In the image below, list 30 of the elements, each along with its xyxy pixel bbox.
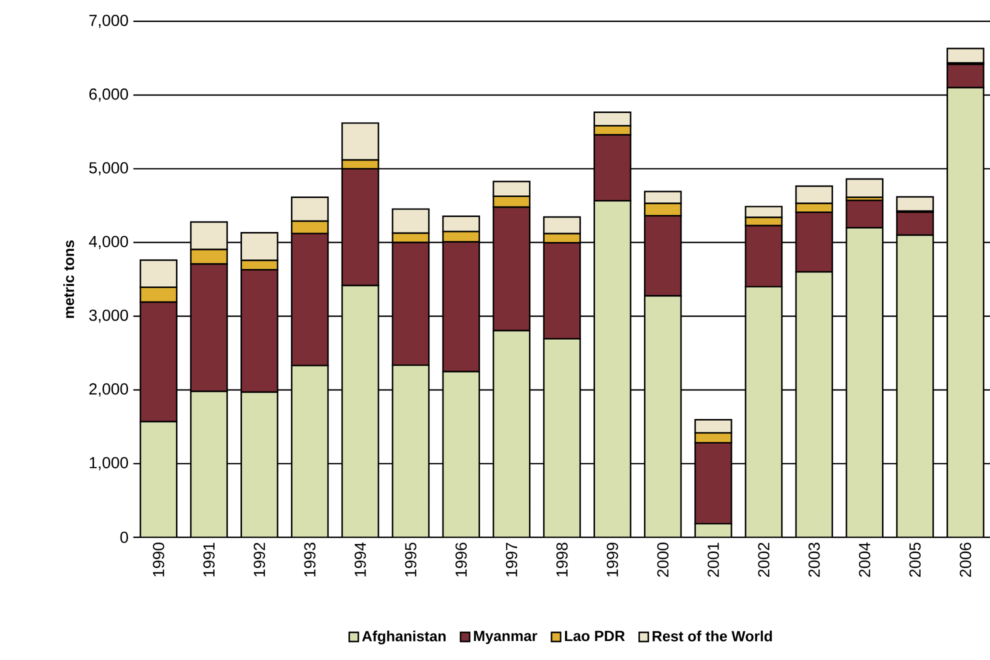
x-tick-label: 1990 (152, 542, 164, 576)
legend-label: Myanmar (474, 630, 538, 644)
x-tick-label: 2001 (708, 542, 719, 577)
y-tick-label: 4,000 (88, 236, 128, 250)
x-tick-label: 1998 (556, 542, 568, 576)
x-tick-label: 1991 (203, 542, 215, 576)
x-tick-label: 2004 (858, 542, 870, 577)
x-tick-label: 1996 (455, 542, 467, 576)
x-tick-label: 2003 (808, 542, 820, 577)
x-tick-label: 1999 (606, 542, 618, 576)
x-tick-label: 1995 (405, 542, 416, 576)
x-tick-label: 1994 (354, 542, 366, 576)
x-tick-label: 1997 (506, 542, 518, 576)
y-tick-label: 2,000 (89, 383, 128, 397)
x-tick-label: 1992 (254, 542, 266, 576)
legend-label: Rest of the World (652, 630, 772, 642)
y-tick-label: 1,000 (90, 457, 128, 470)
x-tick-label: 2000 (657, 542, 669, 577)
x-tick-label: 2006 (960, 542, 972, 577)
x-tick-label: 2005 (909, 542, 921, 577)
legend-label: Afghanistan (362, 630, 446, 644)
legend-label: Lao PDR (564, 630, 625, 642)
y-axis-title: metric tons (63, 240, 74, 318)
y-tick-label: 3,000 (89, 310, 128, 323)
x-tick-label: 1993 (304, 542, 316, 576)
x-tick-label: 2002 (758, 542, 770, 577)
y-tick-label: 0 (120, 532, 128, 543)
y-tick-label: 6,000 (89, 88, 128, 102)
y-tick-label: 5,000 (89, 162, 128, 176)
y-tick-label: 7,000 (89, 14, 128, 28)
